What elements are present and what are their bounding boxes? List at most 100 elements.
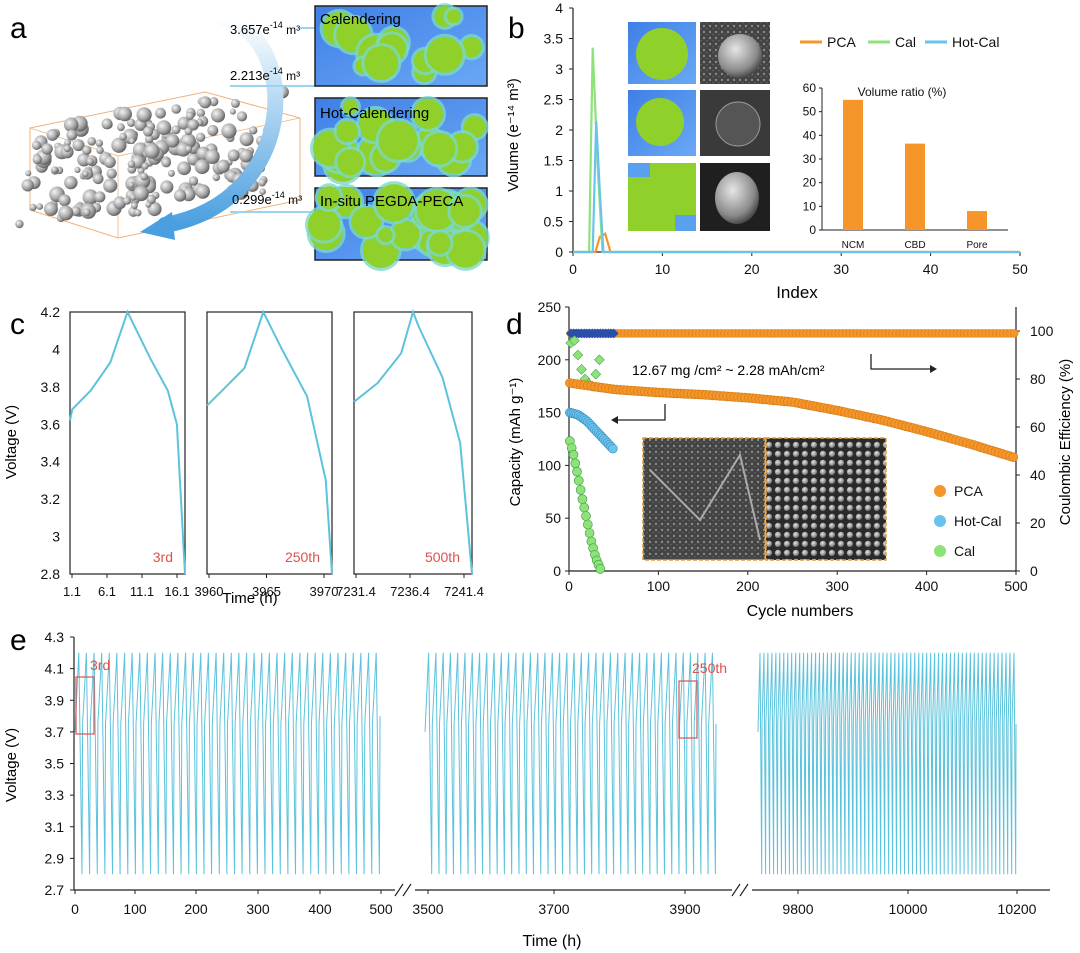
active-particle bbox=[375, 184, 413, 222]
particle-sphere bbox=[63, 117, 79, 132]
b-series bbox=[573, 47, 1020, 254]
volume-label-pca: 0.299e-14 m³ bbox=[232, 190, 302, 207]
d-ce-point-cal bbox=[569, 335, 580, 346]
tile-label-calendering: Calendering bbox=[320, 11, 401, 28]
d-x-tick-label: 0 bbox=[565, 578, 573, 594]
active-particle bbox=[351, 206, 382, 237]
e-marker-label-3rd: 3rd bbox=[90, 657, 110, 673]
e-x-tick-label: 3900 bbox=[669, 901, 700, 917]
inset-bar-ncm bbox=[843, 99, 863, 230]
inset-title: Volume ratio (%) bbox=[858, 85, 947, 99]
d-capacity-point-cal bbox=[568, 449, 579, 460]
e-x-tick-label: 200 bbox=[184, 901, 208, 917]
b-x-tick-label: 50 bbox=[1012, 261, 1028, 277]
d-capacity-point-cal bbox=[582, 519, 593, 530]
d-x-tick-label: 200 bbox=[736, 578, 760, 594]
c-x-tick-label: 7231.4 bbox=[336, 584, 376, 599]
volume-label-calendering: 3.657e-14 m³ bbox=[230, 20, 300, 37]
c-y-tick-label: 4.2 bbox=[41, 304, 61, 320]
particle-sphere bbox=[82, 189, 99, 205]
e-y-tick-label: 3.7 bbox=[45, 724, 65, 740]
active-particle bbox=[308, 208, 341, 241]
d-y2-tick-label: 60 bbox=[1030, 419, 1046, 435]
inset-y-tick-label: 0 bbox=[809, 223, 816, 237]
particle-sphere bbox=[187, 119, 199, 131]
particle-sphere bbox=[236, 111, 248, 122]
d-y-tick-label: 50 bbox=[545, 510, 561, 526]
tile-label-hot-calendering: Hot-Calendering bbox=[320, 105, 429, 122]
particle-sphere bbox=[119, 132, 127, 141]
d-ce-point-pca bbox=[1009, 329, 1019, 338]
micrograph-tiles: Calendering Hot-Calendering In-situ PEGD… bbox=[305, 3, 490, 271]
d-y2-axis-label: Coulombic Efficiency (%) bbox=[1057, 359, 1074, 525]
d-ce-point-cal bbox=[572, 349, 584, 361]
b-legend: PCA Cal Hot-Cal bbox=[800, 34, 999, 50]
e-axis-break-mark bbox=[739, 883, 749, 897]
d-capacity-point-cal bbox=[584, 528, 595, 538]
c-cycle-label: 3rd bbox=[153, 549, 173, 565]
tile-hot-calendering: Hot-Calendering bbox=[310, 96, 489, 185]
c-x-tick-label: 1.1 bbox=[63, 584, 81, 599]
d-legend-marker bbox=[934, 515, 946, 527]
particle-sphere bbox=[230, 98, 240, 108]
particle-sphere bbox=[188, 176, 199, 186]
active-particle bbox=[364, 46, 399, 80]
b-x-axis-label: Index bbox=[776, 283, 818, 302]
arrow-head-icon bbox=[140, 212, 175, 240]
panel-c: c Voltage (V) Time (h) 2.8 3 3.2 3.4 3.6 3.8 4… bbox=[3, 304, 484, 607]
c-panel-frame bbox=[69, 311, 186, 575]
particle-sphere bbox=[174, 189, 187, 202]
particle-sphere bbox=[216, 159, 230, 173]
panel-d-label: d bbox=[506, 308, 523, 341]
d-x-axis-label: Cycle numbers bbox=[747, 603, 854, 620]
b-y-tick-label: 1 bbox=[555, 183, 563, 199]
d-capacity-point-cal bbox=[595, 564, 606, 574]
active-particle bbox=[450, 196, 480, 226]
particle-sphere bbox=[70, 206, 81, 217]
particle-sphere bbox=[64, 175, 78, 190]
b-legend-label: Hot-Cal bbox=[952, 34, 999, 50]
b-y-tick-label: 2 bbox=[555, 122, 563, 138]
b-x-tick-label: 20 bbox=[744, 261, 760, 277]
active-particle bbox=[336, 120, 358, 143]
e-y-tick-label: 2.9 bbox=[45, 850, 65, 866]
particle-sphere bbox=[156, 120, 172, 136]
b-inset-bar-chart: 0 10 20 30 40 50 60 NCM CBD Pore Volume ratio (%) bbox=[803, 81, 1008, 251]
curved-arrow bbox=[157, 10, 284, 233]
e-axis-break-mark bbox=[731, 883, 741, 897]
active-particle bbox=[447, 231, 484, 268]
panel-b-label: b bbox=[508, 12, 525, 45]
d-capacity-point-cal bbox=[579, 502, 590, 513]
active-particle bbox=[378, 121, 418, 160]
particle-sphere bbox=[259, 188, 266, 195]
particle-sphere bbox=[141, 162, 149, 170]
e-y-tick-label: 2.7 bbox=[45, 882, 65, 898]
particle-sphere bbox=[86, 157, 94, 166]
d-legend-label: PCA bbox=[954, 483, 983, 499]
c-y-tick-label: 3.4 bbox=[41, 454, 61, 470]
b-legend-label: Cal bbox=[895, 34, 916, 50]
particle-sphere bbox=[96, 146, 104, 154]
inset-category-label: CBD bbox=[904, 240, 925, 251]
d-axes: 0 100 200 300 400 500050100150200250020406080… bbox=[538, 299, 1054, 594]
b-x-tick-label: 30 bbox=[833, 261, 849, 277]
particle-sphere bbox=[185, 111, 195, 120]
c-x-tick-label: 7241.4 bbox=[444, 584, 484, 599]
inset-y-tick-label: 10 bbox=[803, 199, 817, 213]
c-y-tick-label: 3.6 bbox=[41, 416, 61, 432]
c-y-tick-label: 3.2 bbox=[41, 491, 61, 507]
active-particle bbox=[446, 9, 461, 24]
particle-sphere bbox=[167, 169, 175, 177]
d-annotation: 12.67 mg /cm² ~ 2.28 mAh/cm² bbox=[632, 362, 825, 378]
active-particle bbox=[426, 36, 463, 73]
e-marker-box-250th bbox=[678, 680, 698, 739]
particle-sphere bbox=[131, 202, 138, 210]
d-arrow-right-icon bbox=[870, 354, 930, 370]
inset-bar-pore bbox=[967, 211, 987, 230]
inset-y-tick-label: 40 bbox=[803, 128, 817, 142]
particle-sphere bbox=[63, 145, 71, 153]
d-capacity-point-pca bbox=[1008, 452, 1019, 463]
particle-sphere bbox=[21, 179, 34, 192]
e-y-tick-label: 3.5 bbox=[45, 756, 65, 772]
active-particle bbox=[423, 133, 456, 165]
